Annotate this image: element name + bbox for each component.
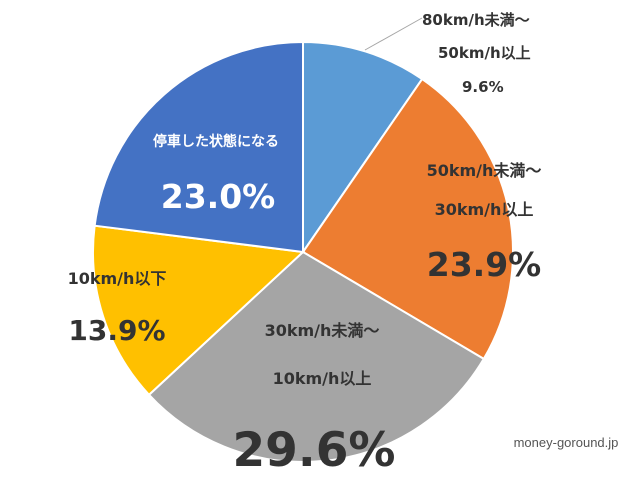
slice-label-3-line-1: 30km/h未満～: [265, 321, 380, 340]
slice-label-4-line-1: 10km/h以下: [68, 269, 167, 288]
slice-label-1-line-2: 50km/h以上: [438, 44, 531, 62]
slice-value-2: 23.9%: [427, 245, 542, 284]
slice-label-3-line-2: 10km/h以上: [273, 369, 372, 388]
leader-lines: [364, 17, 423, 51]
pie-slice-2: [301, 77, 514, 361]
pie-slice-3: [147, 250, 486, 463]
pie-slice-5: [93, 40, 304, 254]
pie-slice-4: [92, 224, 306, 397]
slice-label-1-line-1: 80km/h未満～: [422, 11, 530, 29]
pie-slices: [92, 40, 514, 463]
slice-value-3: 29.6%: [232, 423, 395, 478]
slice-label-2-line-1: 50km/h未満～: [427, 161, 542, 180]
slice-value-1: 9.6%: [462, 78, 504, 96]
slice-value-5: 23.0%: [161, 177, 276, 216]
slice-value-4: 13.9%: [68, 314, 165, 347]
pie-slice-1: [302, 40, 424, 256]
slice-labels: 80km/h未満～ 50km/h以上 9.6% 50km/h未満～ 30km/h以上 23…: [68, 11, 542, 478]
watermark: money-goround.jp: [514, 435, 619, 450]
slice-label-5-line-1: 停車した状態になる: [153, 133, 279, 150]
slice-label-2-line-2: 30km/h以上: [435, 200, 534, 219]
leader-line-1: [364, 17, 423, 51]
